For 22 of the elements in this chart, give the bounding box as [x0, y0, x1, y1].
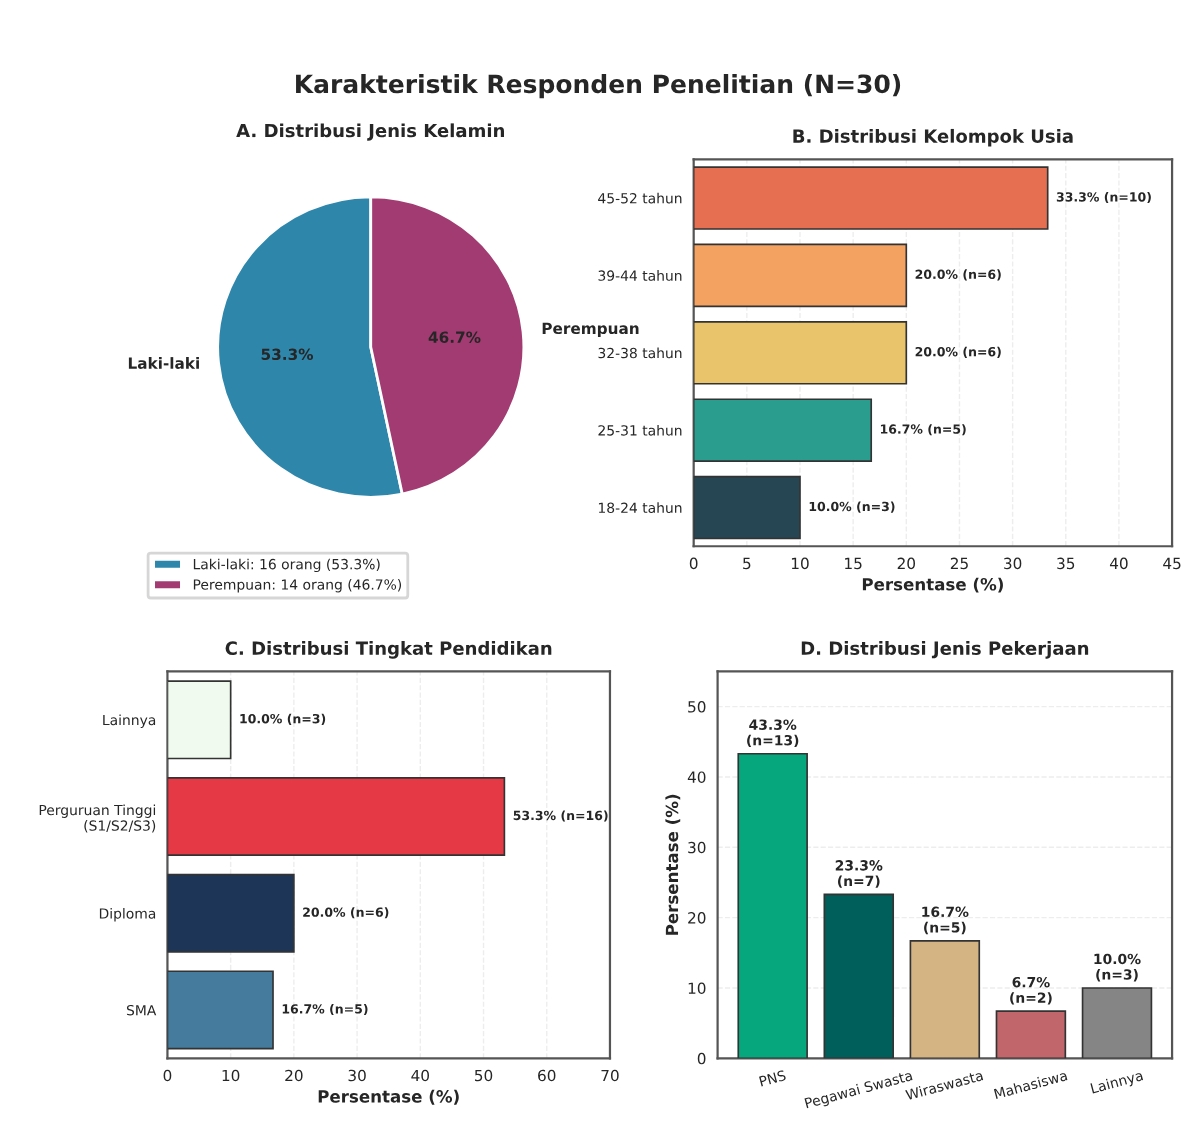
bar — [167, 680, 232, 760]
bar — [693, 243, 908, 308]
bar — [737, 752, 808, 1059]
chart-title: C. Distribusi Tingkat Pendidikan — [225, 641, 552, 659]
chart-title: B. Distribusi Kelompok Usia — [793, 128, 1073, 147]
bar — [1081, 987, 1153, 1059]
bar — [909, 940, 981, 1059]
bar — [167, 873, 295, 953]
bar — [823, 893, 895, 1059]
chart-title: D. Distribusi Jenis Pekerjaan — [801, 641, 1089, 659]
x-axis-title: Persentase (%) — [318, 1089, 459, 1105]
x-axis-title: Persentase (%) — [862, 577, 1003, 593]
bar — [693, 320, 908, 385]
bar — [693, 475, 801, 540]
chart-title: A. Distribusi Jenis Kelamin — [236, 123, 504, 141]
y-axis-title: Persentase (%) — [665, 794, 681, 935]
bar — [167, 970, 274, 1050]
bar — [693, 166, 1049, 230]
bar — [693, 398, 873, 462]
bar — [995, 1010, 1067, 1059]
text: Karakteristik Responden Penelitian (N=30) — [296, 73, 901, 99]
bar — [167, 776, 506, 857]
